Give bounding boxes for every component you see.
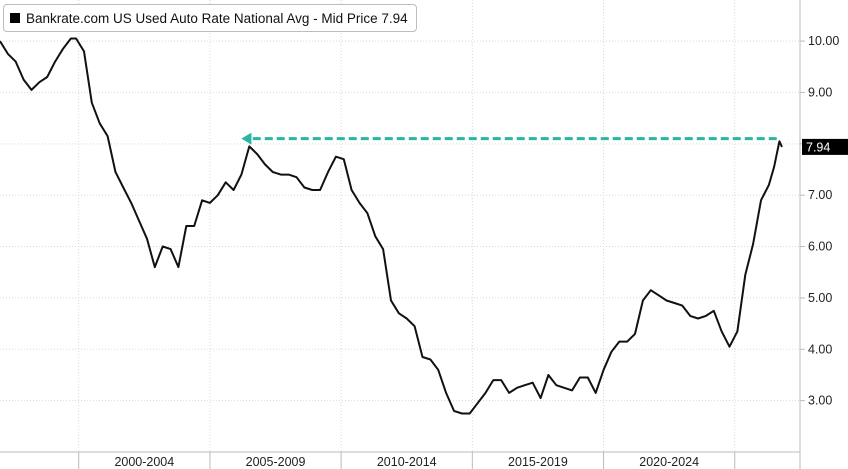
legend: Bankrate.com US Used Auto Rate National … (3, 4, 417, 32)
x-band-label: 2015-2019 (508, 455, 568, 469)
x-band-label: 2020-2024 (639, 455, 699, 469)
y-tick-label: 6.00 (808, 240, 832, 254)
grid (0, 0, 800, 452)
y-tick-label: 3.00 (808, 394, 832, 408)
series-line (0, 37, 783, 415)
x-band-label: 2005-2009 (246, 455, 306, 469)
arrow-head (241, 132, 252, 145)
last-value-badge-bg (802, 138, 848, 155)
last-value-badge: 7.94 (802, 138, 848, 155)
series (0, 37, 783, 415)
x-axis-bands: 2000-2004 2005-2009 2010-2014 2015-2019 2020… (78, 452, 736, 469)
legend-label: Bankrate.com US Used Auto Rate National … (26, 10, 408, 26)
y-tick-label: 5.00 (808, 291, 832, 305)
y-tick-label: 9.00 (808, 85, 832, 99)
legend-swatch (10, 13, 20, 23)
last-value-label: 7.94 (806, 140, 830, 154)
x-band-label: 2000-2004 (114, 455, 174, 469)
y-tick-label: 7.00 (808, 188, 832, 202)
y-tick-label: 10.00 (808, 34, 839, 48)
x-band-label: 2010-2014 (377, 455, 437, 469)
y-tick-label: 4.00 (808, 342, 832, 356)
annotations (241, 132, 777, 145)
